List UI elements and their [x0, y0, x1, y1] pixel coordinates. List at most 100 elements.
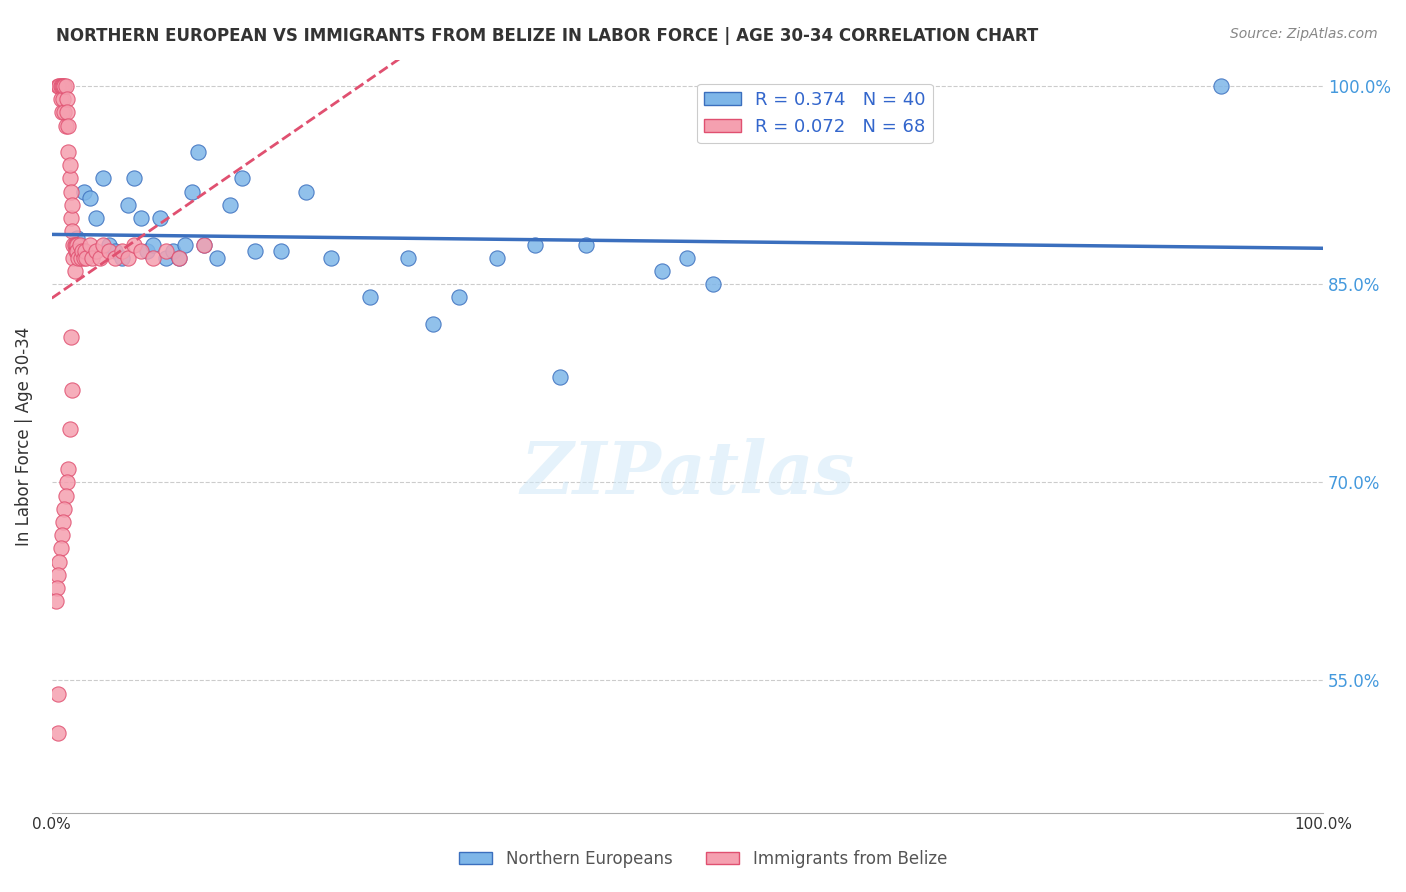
Point [66, 237, 89, 252]
Point [91, 171, 114, 186]
Point [651, 264, 673, 278]
Point [124, 171, 146, 186]
Point [117, 198, 139, 212]
Point [136, 244, 159, 259]
Point [79, 237, 101, 252]
Point [49, 92, 72, 106]
Point [295, 185, 318, 199]
Point [396, 251, 419, 265]
Point [56, 92, 79, 106]
Point [69, 237, 91, 252]
Point [53, 105, 76, 120]
Point [205, 251, 228, 265]
Point [142, 251, 165, 265]
Point [59, 211, 82, 226]
Point [55, 489, 77, 503]
Point [84, 211, 107, 226]
Point [104, 244, 127, 259]
Point [82, 251, 104, 265]
Point [523, 237, 546, 252]
Point [162, 244, 184, 259]
Point [66, 231, 89, 245]
Y-axis label: In Labor Force | Age 30-34: In Labor Force | Age 30-34 [15, 326, 32, 546]
Point [321, 251, 343, 265]
Point [60, 198, 83, 212]
Point [193, 237, 215, 252]
Point [124, 237, 146, 252]
Point [65, 244, 87, 259]
Point [231, 171, 253, 186]
Point [97, 237, 120, 252]
Point [72, 244, 94, 259]
Point [48, 78, 70, 93]
Point [55, 119, 77, 133]
Point [60, 224, 83, 238]
Point [55, 78, 77, 93]
Point [62, 237, 84, 252]
Point [104, 251, 127, 265]
Point [56, 105, 79, 120]
Point [155, 244, 177, 259]
Point [702, 277, 724, 292]
Point [117, 251, 139, 265]
Text: Source: ZipAtlas.com: Source: ZipAtlas.com [1230, 27, 1378, 41]
Point [51, 105, 73, 120]
Point [174, 237, 197, 252]
Point [359, 290, 381, 304]
Point [218, 198, 240, 212]
Point [62, 251, 84, 265]
Point [129, 244, 152, 259]
Point [46, 726, 69, 740]
Point [51, 78, 73, 93]
Legend: R = 0.374   N = 40, R = 0.072   N = 68: R = 0.374 N = 40, R = 0.072 N = 68 [697, 84, 932, 143]
Point [72, 185, 94, 199]
Point [243, 244, 266, 259]
Point [46, 78, 69, 93]
Point [49, 78, 72, 93]
Point [72, 251, 94, 265]
Point [58, 119, 80, 133]
Point [422, 317, 444, 331]
Point [60, 383, 83, 397]
Point [167, 251, 190, 265]
Point [53, 78, 76, 93]
Point [48, 555, 70, 569]
Point [550, 369, 572, 384]
Point [51, 528, 73, 542]
Point [65, 237, 87, 252]
Point [193, 237, 215, 252]
Point [53, 501, 76, 516]
Point [111, 251, 134, 265]
Point [575, 237, 598, 252]
Point [149, 211, 172, 226]
Point [63, 264, 86, 278]
Point [187, 145, 209, 159]
Point [52, 78, 75, 93]
Point [63, 237, 86, 252]
Point [129, 211, 152, 226]
Point [676, 251, 699, 265]
Point [59, 185, 82, 199]
Point [89, 251, 111, 265]
Point [58, 422, 80, 436]
Point [142, 237, 165, 252]
Point [155, 251, 177, 265]
Point [485, 251, 508, 265]
Point [75, 251, 97, 265]
Point [270, 244, 292, 259]
Point [56, 475, 79, 490]
Point [46, 567, 69, 582]
Point [111, 244, 134, 259]
Point [91, 237, 114, 252]
Legend: Northern Europeans, Immigrants from Belize: Northern Europeans, Immigrants from Beli… [453, 844, 953, 875]
Point [58, 158, 80, 172]
Point [59, 330, 82, 344]
Point [97, 244, 120, 259]
Point [180, 185, 202, 199]
Point [45, 594, 67, 608]
Point [70, 251, 93, 265]
Point [1211, 78, 1233, 93]
Point [52, 515, 75, 529]
Point [79, 191, 101, 205]
Text: NORTHERN EUROPEAN VS IMMIGRANTS FROM BELIZE IN LABOR FORCE | AGE 30-34 CORRELATI: NORTHERN EUROPEAN VS IMMIGRANTS FROM BEL… [56, 27, 1039, 45]
